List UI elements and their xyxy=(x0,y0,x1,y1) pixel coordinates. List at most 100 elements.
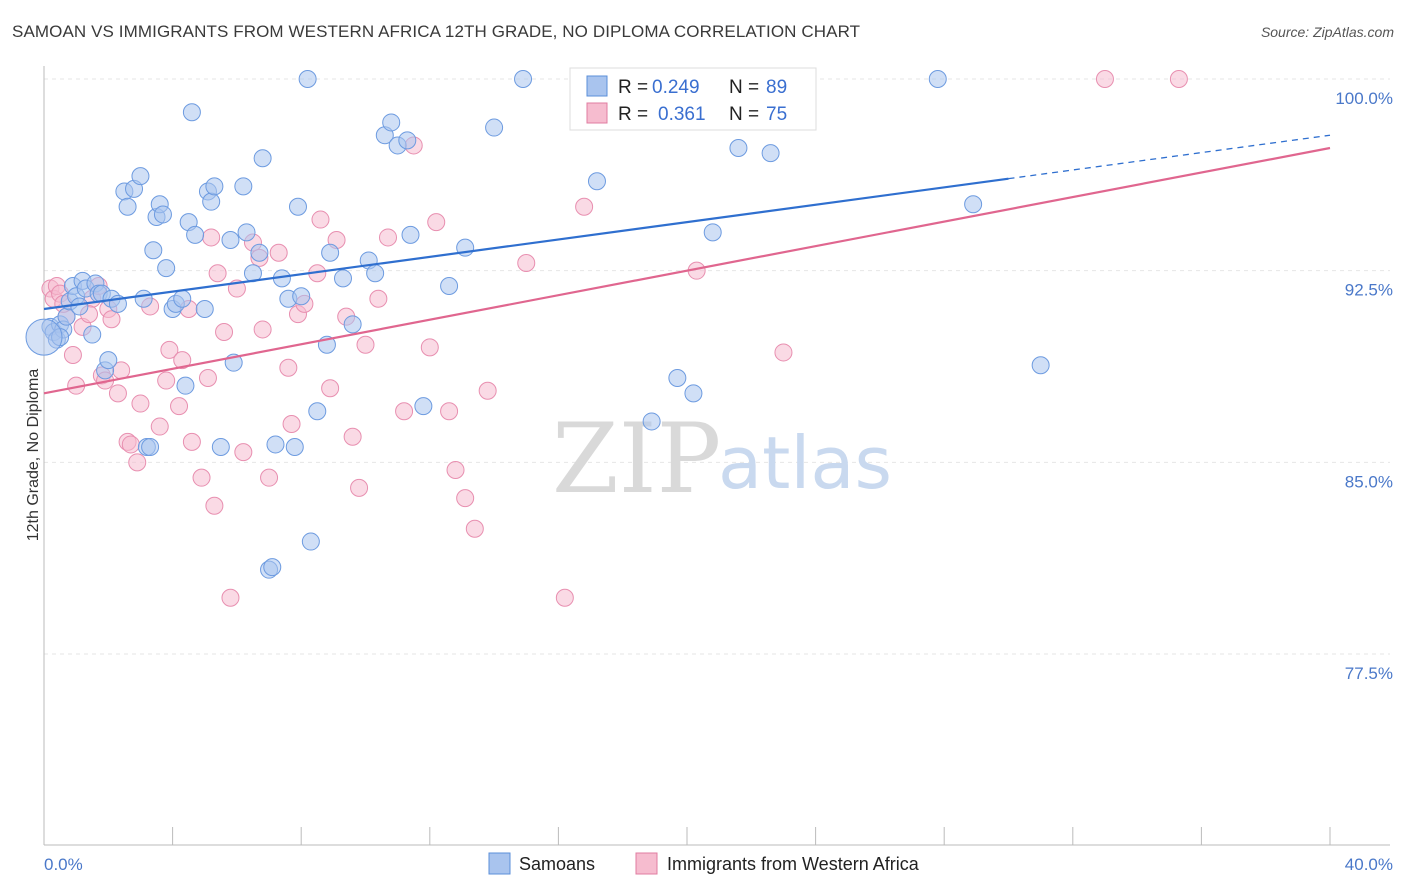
pink-point-62 xyxy=(456,489,475,508)
blue-point-77 xyxy=(514,70,533,88)
blue-point-46 xyxy=(234,177,253,196)
y-tick-label-0: 77.5% xyxy=(1345,664,1393,683)
blue-point-52 xyxy=(263,558,282,577)
pink-point-23 xyxy=(160,340,179,359)
source-label: Source: ZipAtlas.com xyxy=(1260,24,1394,40)
blue-point-72 xyxy=(401,225,420,244)
pink-point-54 xyxy=(369,289,388,308)
blue-point-39 xyxy=(195,300,214,318)
pink-point-32 xyxy=(208,264,227,283)
x-tick-label-1: 40.0% xyxy=(1345,855,1393,874)
blue-point-30 xyxy=(153,205,172,224)
pink-point-41 xyxy=(269,243,288,262)
pink-point-47 xyxy=(311,210,330,229)
pink-point-58 xyxy=(420,338,439,357)
pink-point-65 xyxy=(517,254,536,272)
y-tick-label-3: 100.0% xyxy=(1335,89,1393,108)
blue-point-41 xyxy=(202,192,221,211)
pink-point-60 xyxy=(440,402,459,421)
series-samoans-points xyxy=(25,70,1050,579)
trend-line-western-africa xyxy=(43,146,1331,395)
pink-point-27 xyxy=(182,432,201,451)
blue-point-71 xyxy=(398,131,417,150)
chart-title: SAMOAN VS IMMIGRANTS FROM WESTERN AFRICA… xyxy=(12,22,861,41)
blue-point-42 xyxy=(205,177,224,196)
legend-r-value-pink: 0.361 xyxy=(658,104,706,125)
pink-point-19 xyxy=(131,394,150,413)
pink-point-43 xyxy=(282,415,301,433)
pink-point-66 xyxy=(555,588,574,607)
blue-point-57 xyxy=(288,197,307,216)
blue-point-76 xyxy=(485,118,504,137)
pink-point-21 xyxy=(150,417,169,436)
blue-point-74 xyxy=(440,277,459,295)
pink-point-40 xyxy=(260,468,279,487)
blue-point-26 xyxy=(141,438,160,456)
legend-n-label-blue: N = xyxy=(729,77,759,98)
blue-point-44 xyxy=(221,231,240,249)
blue-point-65 xyxy=(343,315,362,334)
pink-point-67 xyxy=(575,197,594,216)
blue-point-60 xyxy=(301,532,320,551)
bottom-legend-swatch-western-africa xyxy=(635,852,658,875)
pink-point-70 xyxy=(774,343,793,362)
pink-point-24 xyxy=(170,397,189,416)
pink-point-33 xyxy=(215,323,234,341)
blue-point-49 xyxy=(250,243,269,262)
legend-r-value-blue: 0.249 xyxy=(652,77,700,98)
grid-lines xyxy=(44,78,1390,655)
y-tick-label-2: 92.5% xyxy=(1345,281,1393,300)
pink-point-39 xyxy=(253,320,272,339)
legend-r-label-blue: R = xyxy=(618,77,648,98)
pink-point-34 xyxy=(221,588,240,607)
blue-point-12 xyxy=(83,325,102,344)
watermark-zip: ZIP xyxy=(552,403,721,515)
pink-point-17 xyxy=(121,435,140,454)
pink-point-52 xyxy=(350,478,369,497)
pink-point-22 xyxy=(157,371,176,390)
legend-n-value-pink: 75 xyxy=(766,104,787,125)
pink-point-53 xyxy=(356,335,375,354)
blue-point-83 xyxy=(729,139,748,157)
trend-lines xyxy=(43,134,1331,395)
blue-point-50 xyxy=(253,149,272,168)
blue-point-24 xyxy=(134,289,153,308)
blue-point-47 xyxy=(237,223,256,242)
blue-point-61 xyxy=(308,402,327,421)
blue-point-80 xyxy=(668,369,687,387)
x-tick-label-0: 0.0% xyxy=(44,855,83,874)
blue-point-21 xyxy=(118,197,137,216)
blue-point-27 xyxy=(144,241,163,260)
pink-point-48 xyxy=(321,379,340,398)
pink-point-36 xyxy=(234,443,253,462)
pink-point-30 xyxy=(202,228,221,247)
pink-point-71 xyxy=(1095,70,1114,88)
series-western-africa-points xyxy=(41,70,1188,607)
pink-point-63 xyxy=(465,519,484,538)
blue-point-86 xyxy=(964,195,983,214)
blue-point-59 xyxy=(298,70,317,88)
pink-point-61 xyxy=(446,461,465,479)
bottom-legend-swatch-samoans xyxy=(488,852,511,875)
pink-point-28 xyxy=(192,468,211,487)
pink-point-25 xyxy=(173,351,192,370)
pink-point-59 xyxy=(427,213,446,232)
legend-r-label-pink: R = xyxy=(618,104,648,125)
blue-point-87 xyxy=(1031,356,1050,375)
axes xyxy=(43,66,1390,846)
y-tick-label-1: 85.0% xyxy=(1345,472,1393,491)
pink-point-13 xyxy=(102,310,121,329)
blue-point-34 xyxy=(173,289,192,308)
blue-point-81 xyxy=(684,384,703,403)
pink-point-5 xyxy=(63,346,82,364)
blue-point-37 xyxy=(182,103,201,122)
pink-point-64 xyxy=(478,381,497,400)
blue-point-69 xyxy=(382,113,401,132)
blue-point-85 xyxy=(928,70,947,88)
blue-point-63 xyxy=(321,243,340,262)
x-tick-labels: 0.0% 40.0% xyxy=(44,855,1393,874)
blue-point-82 xyxy=(703,223,722,242)
blue-point-67 xyxy=(366,264,385,283)
legend-swatch-blue xyxy=(586,75,608,97)
